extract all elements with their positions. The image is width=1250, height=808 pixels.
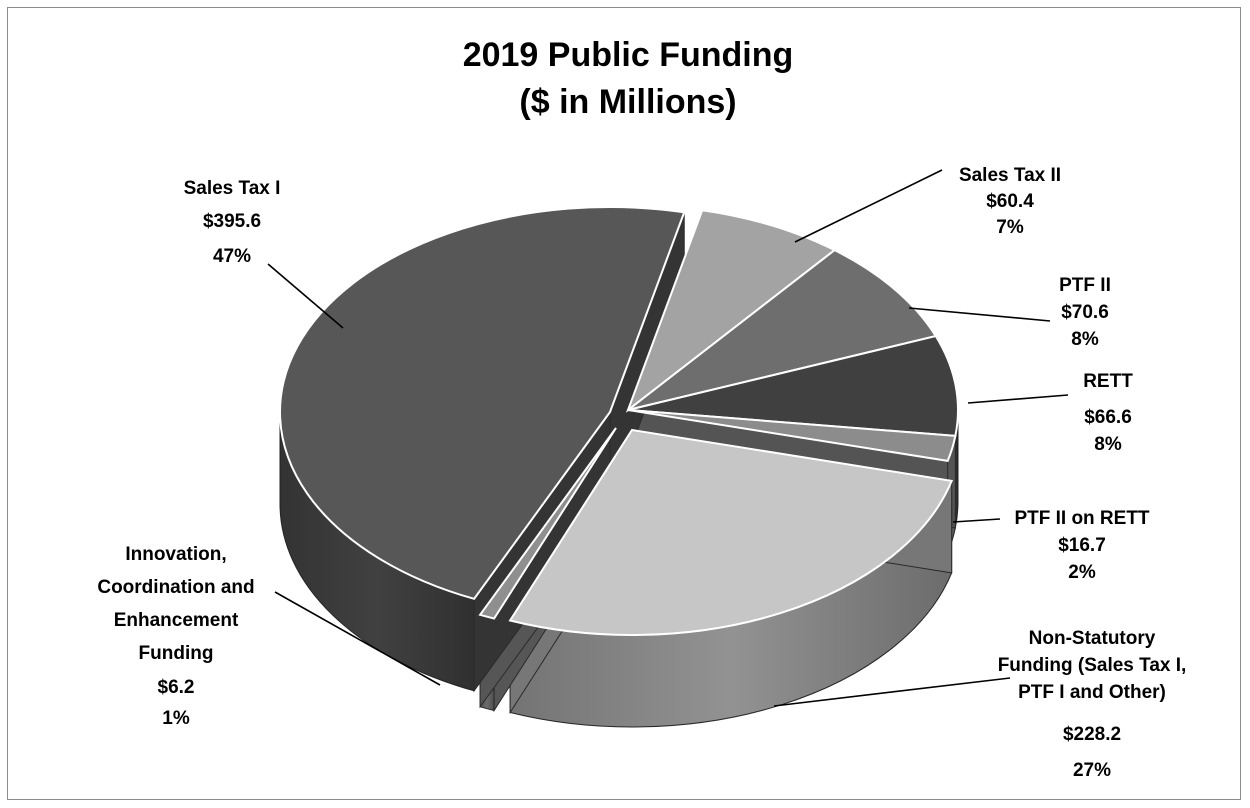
label-name-line-2-innovation-coordination-and-enhancement-funding: Enhancement bbox=[114, 610, 239, 631]
slice-innovation-coordination-and-enhancement-funding bbox=[478, 427, 617, 620]
label-name-ptf-ii-on-rett: PTF II on RETT bbox=[1014, 508, 1149, 529]
label-percent-sales-tax-i: 47% bbox=[213, 246, 251, 267]
leader-lines bbox=[267, 169, 1069, 707]
slice-non-statutory-funding-sales-tax-i-ptf-i-and-other bbox=[508, 428, 954, 636]
label-value-ptf-ii: $70.6 bbox=[1061, 302, 1109, 323]
label-percent-non-statutory-funding-sales-tax-i-ptf-i-and-other: 27% bbox=[1073, 760, 1111, 781]
leader-innovation-coordination-and-enhancement-funding bbox=[274, 591, 441, 686]
slice-side-shade-rett bbox=[955, 410, 958, 528]
label-name-sales-tax-i: Sales Tax I bbox=[184, 178, 281, 199]
leader-sales-tax-ii bbox=[794, 169, 943, 243]
label-value-ptf-ii-on-rett: $16.7 bbox=[1058, 535, 1106, 556]
label-percent-ptf-ii: 8% bbox=[1071, 329, 1099, 350]
slice-sales-tax-ii bbox=[625, 209, 837, 413]
slice-side-shade-sales-tax-i bbox=[280, 412, 475, 691]
chart-subtitle: ($ in Millions) bbox=[519, 83, 736, 121]
leader-non-statutory-funding-sales-tax-i-ptf-i-and-other bbox=[773, 677, 1011, 707]
label-name-line-0-innovation-coordination-and-enhancement-funding: Innovation, bbox=[125, 544, 226, 565]
leader-sales-tax-i bbox=[267, 263, 344, 329]
slice-rett bbox=[627, 334, 959, 437]
label-name-rett: RETT bbox=[1083, 371, 1133, 392]
label-name-sales-tax-ii: Sales Tax II bbox=[959, 165, 1061, 186]
slices bbox=[279, 206, 959, 728]
slice-ptf-ii bbox=[627, 248, 938, 411]
label-name-line-3-innovation-coordination-and-enhancement-funding: Funding bbox=[139, 643, 214, 664]
label-percent-rett: 8% bbox=[1094, 434, 1122, 455]
label-name-line-1-innovation-coordination-and-enhancement-funding: Coordination and bbox=[97, 577, 254, 598]
label-value-sales-tax-i: $395.6 bbox=[203, 211, 261, 232]
leader-ptf-ii-on-rett bbox=[952, 518, 1001, 523]
slice-side-shade-non-statutory-funding-sales-tax-i-ptf-i-and-other bbox=[510, 480, 952, 727]
label-name-line-0-non-statutory-funding-sales-tax-i-ptf-i-and-other: Non-Statutory bbox=[1029, 628, 1156, 649]
label-name-line-2-non-statutory-funding-sales-tax-i-ptf-i-and-other: PTF I and Other) bbox=[1018, 682, 1166, 703]
label-percent-ptf-ii-on-rett: 2% bbox=[1068, 562, 1096, 583]
label-value-innovation-coordination-and-enhancement-funding: $6.2 bbox=[158, 677, 195, 698]
label-value-rett: $66.6 bbox=[1084, 407, 1132, 428]
leader-ptf-ii bbox=[908, 307, 1051, 322]
leader-rett bbox=[967, 394, 1069, 404]
chart-title: 2019 Public Funding bbox=[463, 36, 794, 74]
slice-labels: Sales Tax II $60.4 7% PTF II $70.6 8% RETT $66.… bbox=[97, 165, 1186, 781]
label-name-ptf-ii: PTF II bbox=[1059, 275, 1111, 296]
slice-sales-tax-i bbox=[279, 206, 686, 600]
label-value-non-statutory-funding-sales-tax-i-ptf-i-and-other: $228.2 bbox=[1063, 724, 1121, 745]
label-percent-innovation-coordination-and-enhancement-funding: 1% bbox=[162, 708, 190, 729]
label-value-sales-tax-ii: $60.4 bbox=[986, 191, 1034, 212]
slice-ptf-ii-on-rett bbox=[627, 409, 957, 463]
label-percent-sales-tax-ii: 7% bbox=[996, 217, 1024, 238]
label-name-line-1-non-statutory-funding-sales-tax-i-ptf-i-and-other: Funding (Sales Tax I, bbox=[998, 655, 1187, 676]
